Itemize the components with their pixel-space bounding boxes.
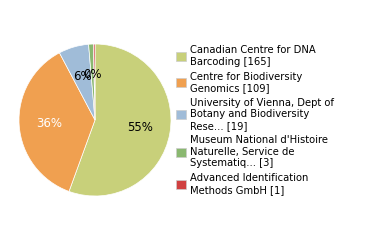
Wedge shape bbox=[19, 53, 95, 192]
Wedge shape bbox=[69, 44, 171, 196]
Wedge shape bbox=[93, 44, 95, 120]
Text: 36%: 36% bbox=[36, 117, 62, 130]
Text: 6%: 6% bbox=[73, 70, 92, 83]
Text: 55%: 55% bbox=[127, 121, 153, 134]
Wedge shape bbox=[89, 44, 95, 120]
Legend: Canadian Centre for DNA
Barcoding [165], Centre for Biodiversity
Genomics [109],: Canadian Centre for DNA Barcoding [165],… bbox=[176, 45, 334, 195]
Text: 0%: 0% bbox=[83, 68, 102, 81]
Wedge shape bbox=[59, 44, 95, 120]
